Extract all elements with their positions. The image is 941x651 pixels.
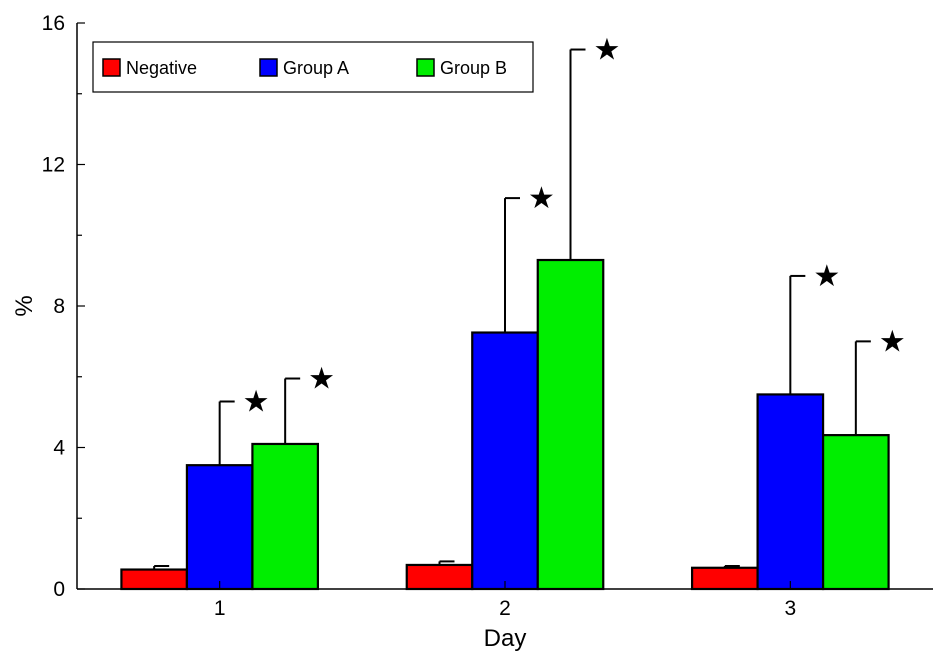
significance-marker: ★ <box>879 324 906 359</box>
bar <box>405 563 474 591</box>
legend-swatch <box>102 58 121 77</box>
y-tick-label: 12 <box>42 154 65 177</box>
bar <box>251 442 320 591</box>
legend: Negative Group A Group B <box>92 41 534 93</box>
bar <box>821 434 890 591</box>
significance-marker: ★ <box>528 181 555 216</box>
legend-swatch <box>259 58 278 77</box>
y-tick-label: 16 <box>42 12 65 35</box>
significance-marker: ★ <box>813 259 840 294</box>
legend-label: Group A <box>283 58 349 78</box>
x-tick-label: 2 <box>499 597 511 620</box>
legend-label: Group B <box>440 58 507 78</box>
bar <box>536 258 605 591</box>
y-axis-title: % <box>11 295 38 316</box>
significance-marker: ★ <box>308 362 335 397</box>
bar <box>471 331 539 591</box>
bar <box>756 393 825 591</box>
bar <box>120 568 189 591</box>
y-tick-label: 8 <box>53 295 65 318</box>
x-tick-label: 3 <box>784 597 796 620</box>
bar <box>690 566 759 591</box>
x-tick-label: 1 <box>214 597 226 620</box>
y-tick-label: 0 <box>53 578 65 601</box>
legend-box <box>92 41 534 93</box>
legend-label: Negative <box>126 58 197 78</box>
legend-swatch <box>416 58 435 77</box>
y-tick-label: 4 <box>53 437 65 460</box>
plot-area: ★ ★ ★ ★ ★ ★ <box>120 33 906 591</box>
significance-marker: ★ <box>594 33 621 68</box>
significance-marker: ★ <box>243 385 270 420</box>
x-axis-title: Day <box>484 625 527 651</box>
bar <box>185 464 254 591</box>
